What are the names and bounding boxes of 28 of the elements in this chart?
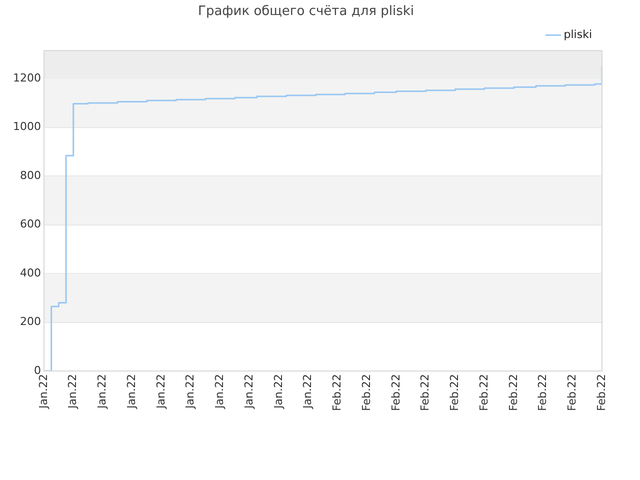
- y-tick-label: 1000: [12, 120, 41, 134]
- x-tick-label: Feb.22: [360, 374, 373, 412]
- x-tick-label: Feb.22: [536, 374, 550, 412]
- x-tick-label: Jan.22: [154, 374, 168, 410]
- x-tick-label: Jan.22: [96, 374, 109, 410]
- x-tick-label: Jan.22: [301, 374, 314, 410]
- x-tick-label: Feb.22: [448, 374, 462, 412]
- x-tick-label: Feb.22: [594, 374, 608, 412]
- x-tick-label: Jan.22: [184, 374, 197, 410]
- x-tick-label: Feb.22: [506, 374, 520, 412]
- x-tick-label: Feb.22: [477, 374, 490, 412]
- y-tick-label: 1200: [12, 71, 41, 84]
- x-tick-label: Jan.22: [272, 374, 285, 410]
- chart-title: График общего счёта для pliski: [198, 4, 414, 20]
- x-tick-label: Feb.22: [389, 374, 402, 412]
- y-tick-label: 200: [20, 315, 41, 328]
- legend-label: pliski: [564, 28, 592, 41]
- y-tick-label: 400: [20, 266, 41, 280]
- x-tick-label: Jan.22: [124, 374, 138, 410]
- x-tick-label: Jan.22: [66, 374, 80, 410]
- x-tick-label: Jan.22: [242, 374, 256, 410]
- x-tick-label: Jan.22: [213, 374, 226, 410]
- y-tick-label: 600: [20, 218, 41, 231]
- x-tick-label: Feb.22: [565, 374, 578, 412]
- x-tick-label: Feb.22: [330, 374, 344, 412]
- x-tick-label: Jan.22: [36, 374, 50, 410]
- x-tick-label: Feb.22: [418, 374, 432, 412]
- y-tick-label: 800: [20, 168, 41, 182]
